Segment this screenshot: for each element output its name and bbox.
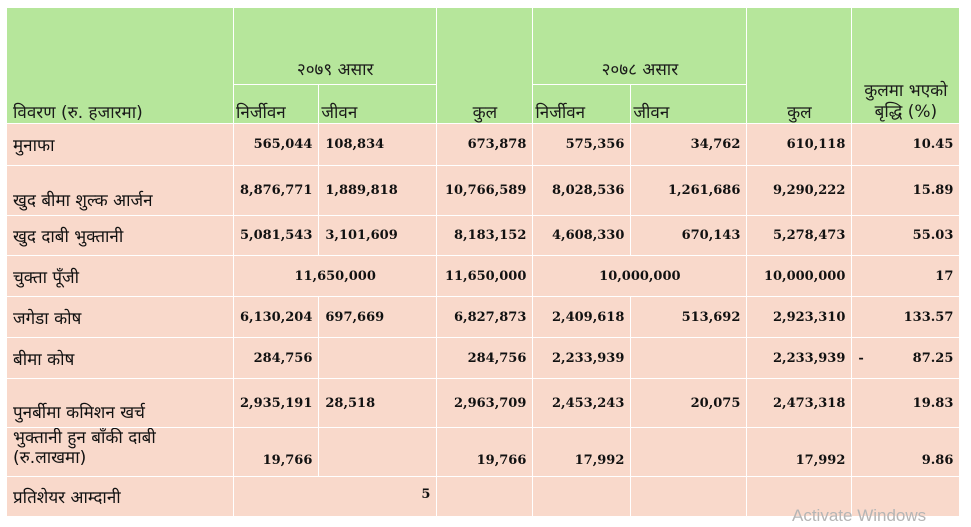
cell-total-2078: 9,290,222 (746, 165, 853, 216)
cell-total-2079: 8,183,152 (436, 215, 534, 256)
cell-merged-2079: 5 (232, 476, 438, 517)
header-total-2078: कुल (746, 7, 853, 124)
row-label: चुक्ता पूँजी (6, 255, 234, 297)
row-label: भुक्तानी हुन बाँकी दाबी (रु.लाखमा) (6, 427, 234, 477)
cell-total-2079: 10,766,589 (436, 165, 534, 216)
cell-life-2078 (630, 476, 748, 517)
cell-total-2078: 610,118 (746, 123, 853, 166)
cell-total-2079: 6,827,873 (436, 296, 534, 338)
cell-life-2079: 108,834 (318, 123, 438, 166)
growth-value: 87.25 (912, 350, 954, 366)
cell-non-life-2079: 565,044 (232, 123, 320, 166)
cell-life-2078: 513,692 (630, 296, 748, 338)
financial-comparison-table: विवरण (रु. हजारमा) २०७९ असार कुल २०७८ अस… (6, 7, 961, 517)
row-label: पुनर्बीमा कमिशन खर्च (6, 378, 234, 428)
cell-life-2079: 1,889,818 (318, 165, 438, 216)
header-life-2078: जीवन (630, 84, 748, 124)
cell-life-2078: 34,762 (630, 123, 748, 166)
cell-non-life-2079: 5,081,543 (232, 215, 320, 256)
cell-non-life-2079: 2,935,191 (232, 378, 320, 428)
cell-non-life-2079: 8,876,771 (232, 165, 320, 216)
activate-windows-watermark: Activate Windows (792, 506, 927, 525)
row-label: खुद बीमा शुल्क आर्जन (6, 165, 234, 216)
cell-non-life-2079: 6,130,204 (232, 296, 320, 338)
cell-non-life-2078: 17,992 (532, 427, 632, 477)
cell-total-2079: 19,766 (436, 427, 534, 477)
cell-non-life-2079: 284,756 (232, 337, 320, 379)
cell-growth: 15.89 (851, 165, 961, 216)
cell-non-life-2078 (532, 476, 632, 517)
cell-non-life-2078: 575,356 (532, 123, 632, 166)
header-non-life-2078: निर्जीवन (532, 84, 632, 124)
cell-non-life-2078: 2,453,243 (532, 378, 632, 428)
cell-life-2078 (630, 337, 748, 379)
header-period-2079: २०७९ असार (232, 7, 438, 85)
cell-non-life-2078: 8,028,536 (532, 165, 632, 216)
row-label: मुनाफा (6, 123, 234, 166)
cell-total-2078: 10,000,000 (746, 255, 853, 297)
cell-total-2078: 2,473,318 (746, 378, 853, 428)
cell-total-2079: 2,963,709 (436, 378, 534, 428)
cell-life-2078: 1,261,686 (630, 165, 748, 216)
header-growth-percent: कुलमा भएको बृद्धि (%) (851, 7, 961, 124)
cell-growth: 17 (851, 255, 961, 297)
row-label: खुद दाबी भुक्तानी (6, 215, 234, 256)
cell-total-2078: 2,923,310 (746, 296, 853, 338)
header-description: विवरण (रु. हजारमा) (6, 7, 234, 124)
header-total-2079: कुल (436, 7, 534, 124)
cell-life-2079: 28,518 (318, 378, 438, 428)
cell-growth (851, 476, 961, 517)
cell-total-2078: 2,233,939 (746, 337, 853, 379)
cell-growth: 55.03 (851, 215, 961, 256)
cell-non-life-2078: 4,608,330 (532, 215, 632, 256)
header-life-2079: जीवन (318, 84, 438, 124)
cell-life-2078: 670,143 (630, 215, 748, 256)
cell-total-2078: 17,992 (746, 427, 853, 477)
cell-total-2079: 11,650,000 (436, 255, 534, 297)
cell-growth: 133.57 (851, 296, 961, 338)
cell-merged-2078: 10,000,000 (532, 255, 748, 297)
cell-merged-2079: 11,650,000 (232, 255, 438, 297)
cell-life-2078 (630, 427, 748, 477)
header-period-2078: २०७८ असार (532, 7, 748, 85)
row-label: बीमा कोष (6, 337, 234, 379)
cell-life-2079 (318, 427, 438, 477)
cell-growth: 19.83 (851, 378, 961, 428)
cell-total-2078 (746, 476, 853, 517)
cell-life-2079: 3,101,609 (318, 215, 438, 256)
cell-life-2079: 697,669 (318, 296, 438, 338)
row-label-line1: भुक्तानी हुन बाँकी दाबी (13, 428, 156, 448)
cell-total-2079: 284,756 (436, 337, 534, 379)
cell-non-life-2078: 2,409,618 (532, 296, 632, 338)
row-label: प्रतिशेयर आम्दानी (6, 476, 234, 517)
cell-total-2079: 673,878 (436, 123, 534, 166)
cell-life-2079 (318, 337, 438, 379)
growth-prefix-dash: - (858, 350, 864, 366)
cell-total-2079 (436, 476, 534, 517)
row-label: जगेडा कोष (6, 296, 234, 338)
cell-growth: 10.45 (851, 123, 961, 166)
cell-growth: 9.86 (851, 427, 961, 477)
cell-life-2078: 20,075 (630, 378, 748, 428)
cell-non-life-2079: 19,766 (232, 427, 320, 477)
cell-non-life-2078: 2,233,939 (532, 337, 632, 379)
cell-total-2078: 5,278,473 (746, 215, 853, 256)
row-label-line2: (रु.लाखमा) (13, 447, 87, 468)
header-non-life-2079: निर्जीवन (232, 84, 320, 124)
cell-growth: - 87.25 (851, 337, 961, 379)
